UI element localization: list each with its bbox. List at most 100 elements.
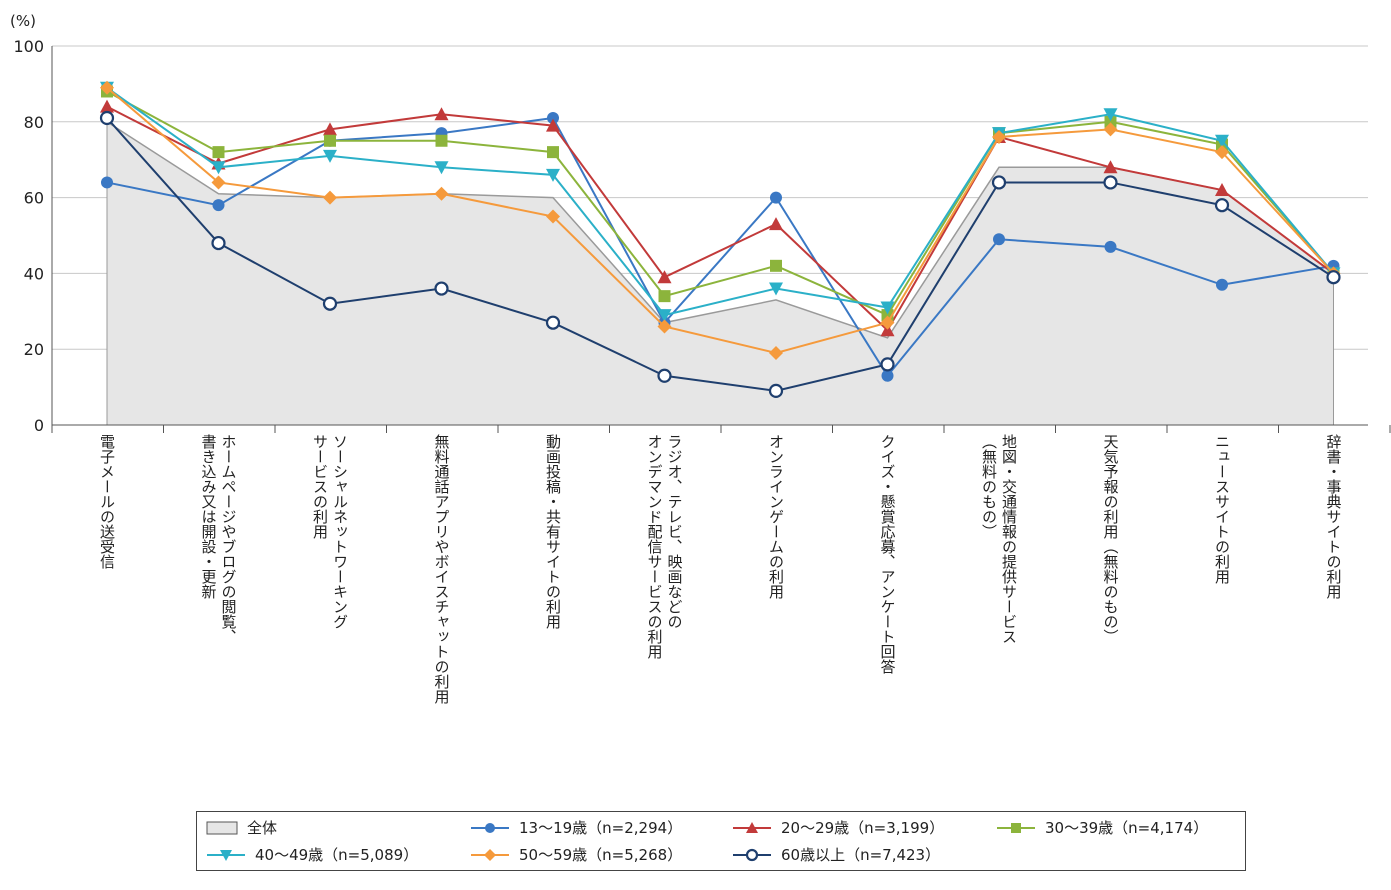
legend-marker-circle: [471, 823, 509, 833]
marker-triangle-down: [323, 149, 337, 163]
marker-circle: [770, 191, 782, 204]
legend-area-swatch: [206, 821, 238, 835]
legend-item-60-plus: 60歳以上（n=7,423）: [731, 845, 940, 865]
marker-circle: [547, 112, 559, 125]
marker-open-circle: [1214, 198, 1230, 213]
x-category-label: ラジオ、テレビ、映画などの オンデマンド配信サービスの利用: [645, 434, 684, 659]
legend-marker-open-circle: [733, 848, 771, 862]
marker-square: [658, 290, 671, 303]
series-line: [106, 90, 1335, 317]
marker-triangle-up: [546, 118, 560, 132]
y-tick-label: 40: [24, 264, 44, 283]
marker-triangle-up: [434, 107, 449, 121]
marker-triangle-up: [100, 99, 114, 113]
marker-open-circle: [880, 357, 895, 372]
x-category-label: 天気予報の利用（無料のもの）: [1101, 434, 1120, 644]
marker-diamond: [880, 315, 895, 330]
marker-triangle-down: [657, 309, 672, 323]
legend-item-50-59: 50～59歳（n=5,268）: [469, 845, 682, 865]
marker-square: [1011, 823, 1021, 833]
legend-item-30-39: 30～39歳（n=4,174）: [995, 818, 1208, 838]
x-category-label: 無料通話アプリやボイスチャットの利用: [432, 434, 451, 704]
legend-label: 30～39歳（n=4,174）: [1045, 819, 1209, 837]
series-5: [99, 110, 1341, 398]
series-0: [101, 112, 1340, 382]
y-tick-label: 60: [24, 189, 44, 208]
marker-triangle-up: [769, 217, 783, 231]
y-tick-label: 20: [24, 340, 44, 359]
x-category-label: 動画投稿・共有サイトの利用: [544, 434, 562, 629]
marker-diamond: [211, 175, 226, 190]
marker-square: [435, 134, 448, 147]
y-tick-label: 100: [13, 37, 44, 56]
marker-triangle-down: [546, 168, 560, 182]
marker-square: [212, 146, 225, 159]
marker-triangle-up: [323, 122, 337, 136]
x-category-label: 電子メールの送受信: [98, 434, 116, 569]
series-line: [106, 86, 1335, 317]
marker-square: [324, 134, 336, 147]
marker-triangle-up: [880, 323, 895, 337]
legend-marker-triangle-down: [207, 850, 245, 861]
series-line: [106, 116, 1334, 378]
marker-diamond: [657, 319, 672, 334]
legend-label: 全体: [247, 819, 278, 837]
marker-triangle-down: [434, 161, 449, 175]
marker-diamond: [769, 345, 783, 360]
marker-triangle-up: [1215, 183, 1229, 197]
marker-diamond: [992, 129, 1006, 144]
marker-square: [547, 146, 559, 159]
legend-marker-diamond: [471, 849, 509, 861]
area-overall: [107, 121, 1334, 426]
marker-square: [770, 259, 782, 272]
series-line: [106, 86, 1335, 355]
series-line: [106, 117, 1335, 392]
marker-open-circle: [745, 848, 759, 862]
marker-diamond: [1103, 122, 1118, 137]
marker-diamond: [434, 186, 449, 201]
legend-label: 60歳以上（n=7,423）: [781, 846, 941, 864]
x-category-label: ホームページやブログの閲覧、 書き込み又は開設・更新: [199, 434, 238, 644]
marker-triangle-down: [211, 161, 226, 175]
marker-circle: [993, 233, 1005, 246]
marker-square: [1104, 115, 1117, 128]
legend-label: 20～29歳（n=3,199）: [781, 819, 945, 837]
x-category-label: クイズ・懸賞応募、アンケート回答: [878, 434, 897, 674]
legend-marker-triangle: [733, 822, 771, 833]
legend-item-overall: 全体: [205, 818, 277, 838]
marker-circle: [101, 176, 113, 189]
marker-triangle-down: [1103, 108, 1118, 122]
marker-diamond: [546, 209, 560, 224]
marker-circle: [881, 369, 894, 382]
series-line: [106, 105, 1335, 332]
x-category-label: 辞書・事典サイトの利用: [1324, 434, 1343, 599]
legend-item-20-29: 20～29歳（n=3,199）: [731, 818, 944, 838]
legend: 全体 13～19歳（n=2,294） 20～29歳（n=3,199） 30～39…: [196, 811, 1246, 871]
marker-triangle-up: [746, 822, 758, 833]
legend-marker-square: [997, 823, 1035, 833]
y-axis-label: (%): [10, 12, 36, 30]
marker-open-circle: [99, 110, 115, 126]
marker-open-circle: [991, 175, 1007, 190]
legend-item-13-19: 13～19歳（n=2,294）: [469, 818, 682, 838]
marker-diamond: [1215, 145, 1229, 160]
x-category-label: ニュースサイトの利用: [1213, 434, 1231, 584]
legend-item-40-49: 40～49歳（n=5,089）: [205, 845, 418, 865]
marker-triangle-down: [769, 282, 783, 296]
marker-open-circle: [657, 368, 672, 383]
x-category-label: 地図・交通情報の提供サービス （無料のもの）: [980, 434, 1018, 644]
marker-open-circle: [1103, 175, 1118, 190]
marker-triangle-up: [1103, 160, 1118, 174]
marker-diamond: [484, 849, 496, 861]
legend-label: 13～19歳（n=2,294）: [519, 819, 683, 837]
marker-diamond: [323, 190, 337, 205]
marker-triangle-down: [880, 301, 895, 315]
marker-diamond: [100, 80, 114, 95]
marker-triangle-down: [220, 850, 232, 861]
marker-triangle-up: [657, 270, 672, 284]
marker-open-circle: [545, 315, 561, 330]
marker-circle: [1104, 240, 1117, 253]
marker-open-circle: [1326, 270, 1341, 285]
marker-open-circle: [768, 383, 784, 398]
legend-label: 50～59歳（n=5,268）: [519, 846, 683, 864]
